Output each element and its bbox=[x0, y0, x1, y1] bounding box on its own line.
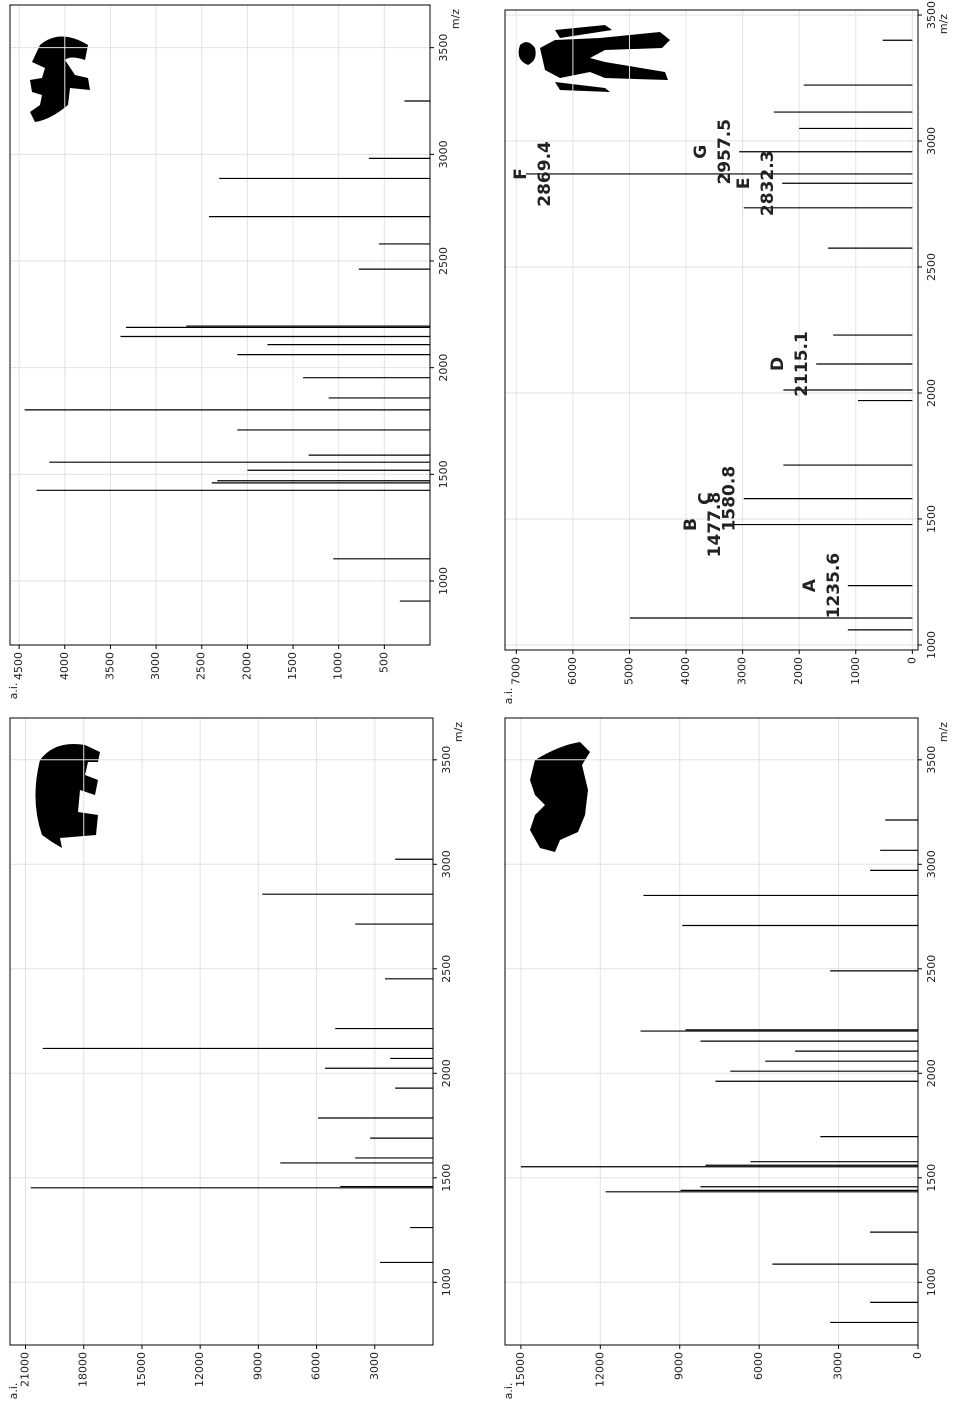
annotation-letter: G bbox=[691, 145, 711, 159]
y-tick-label: 9000 bbox=[251, 1352, 264, 1380]
x-tick-label: 2000 bbox=[925, 379, 938, 407]
annotation-value: 2832.3 bbox=[758, 150, 778, 216]
x-tick-label: 2500 bbox=[437, 247, 450, 275]
annotation-value: 1580.8 bbox=[720, 466, 740, 532]
y-tick-label: 12000 bbox=[193, 1352, 206, 1387]
plot-frame bbox=[9, 717, 434, 1346]
y-tick-label: 9000 bbox=[673, 1352, 686, 1380]
x-tick-label: 1500 bbox=[925, 1164, 938, 1192]
y-axis-label: a.i. bbox=[7, 1383, 20, 1400]
y-axis-label: a.i. bbox=[502, 1383, 515, 1400]
y-tick-label: 5000 bbox=[622, 657, 635, 685]
annotation-letter: D bbox=[768, 357, 788, 371]
y-tick-label: 0 bbox=[911, 1352, 924, 1359]
x-tick-label: 3000 bbox=[437, 140, 450, 168]
annotation-value: 2869.4 bbox=[535, 141, 555, 207]
x-tick-label: 2500 bbox=[925, 955, 938, 983]
y-tick-label: 4000 bbox=[679, 657, 692, 685]
horse-silhouette bbox=[30, 36, 90, 122]
x-tick-label: 1000 bbox=[437, 567, 450, 595]
y-tick-label: 1000 bbox=[332, 652, 345, 680]
annotation-letter: B bbox=[681, 518, 701, 531]
x-tick-label: 3000 bbox=[440, 850, 453, 878]
x-tick-label: 1500 bbox=[437, 460, 450, 488]
x-tick-label: 2500 bbox=[440, 955, 453, 983]
x-axis-label: m/z bbox=[937, 14, 950, 34]
y-tick-label: 2000 bbox=[240, 652, 253, 680]
x-tick-label: 3000 bbox=[925, 127, 938, 155]
annotation-letter: F bbox=[511, 168, 531, 180]
annotation-value: 1477.8 bbox=[705, 492, 725, 558]
y-tick-label: 18000 bbox=[77, 1352, 90, 1387]
y-tick-label: 12000 bbox=[593, 1352, 606, 1387]
x-tick-label: 3500 bbox=[437, 34, 450, 62]
y-tick-label: 4500 bbox=[12, 652, 25, 680]
y-tick-label: 15000 bbox=[514, 1352, 527, 1387]
y-tick-label: 1500 bbox=[286, 652, 299, 680]
bear-silhouette bbox=[530, 742, 590, 852]
annotation-value: 2115.1 bbox=[792, 331, 812, 397]
y-tick-label: 3000 bbox=[736, 657, 749, 685]
y-tick-label: 3000 bbox=[149, 652, 162, 680]
y-tick-label: 2500 bbox=[195, 652, 208, 680]
plot-frame bbox=[504, 9, 919, 651]
x-tick-label: 2000 bbox=[925, 1059, 938, 1087]
y-tick-label: 3000 bbox=[832, 1352, 845, 1380]
y-tick-label: 4000 bbox=[58, 652, 71, 680]
y-tick-label: 3000 bbox=[368, 1352, 381, 1380]
x-tick-label: 2500 bbox=[925, 253, 938, 281]
y-tick-label: 21000 bbox=[19, 1352, 32, 1387]
x-axis-label: m/z bbox=[452, 722, 465, 742]
x-tick-label: 3000 bbox=[925, 850, 938, 878]
panel: 1000 1500 2000 2500 3000 3500 0 1000 2000 3000 400… bbox=[502, 1, 950, 704]
x-axis-label: m/z bbox=[449, 9, 462, 29]
x-tick-label: 1500 bbox=[925, 505, 938, 533]
y-tick-label: 0 bbox=[905, 657, 918, 664]
y-tick-label: 7000 bbox=[509, 657, 522, 685]
annotation-value: 1235.6 bbox=[824, 553, 844, 619]
y-tick-label: 6000 bbox=[310, 1352, 323, 1380]
panel: 1000 1500 2000 2500 3000 3500 500 1000 1500 2000 2… bbox=[7, 4, 462, 700]
y-tick-label: 6000 bbox=[566, 657, 579, 685]
x-tick-label: 1000 bbox=[925, 631, 938, 659]
y-axis-label: a.i. bbox=[502, 688, 515, 705]
x-tick-label: 1000 bbox=[925, 1268, 938, 1296]
x-tick-label: 3500 bbox=[440, 746, 453, 774]
x-tick-label: 3500 bbox=[925, 1, 938, 29]
annotation-value: 2957.5 bbox=[715, 119, 735, 185]
annotation-letter: C bbox=[696, 492, 716, 504]
y-tick-label: 1000 bbox=[849, 657, 862, 685]
x-axis-label: m/z bbox=[937, 722, 950, 742]
x-tick-label: 1500 bbox=[440, 1164, 453, 1192]
x-tick-label: 2000 bbox=[437, 354, 450, 382]
y-tick-label: 2000 bbox=[792, 657, 805, 685]
y-axis-label: a.i. bbox=[7, 683, 20, 700]
x-tick-label: 3500 bbox=[925, 746, 938, 774]
panel: 1000 1500 2000 2500 3000 3500 3000 6000 9000 1200… bbox=[7, 717, 465, 1400]
y-tick-label: 6000 bbox=[752, 1352, 765, 1380]
y-tick-label: 15000 bbox=[135, 1352, 148, 1387]
y-tick-label: 500 bbox=[377, 652, 390, 673]
annotation-letter: A bbox=[800, 578, 820, 592]
y-tick-label: 3500 bbox=[103, 652, 116, 680]
panel: 1000 1500 2000 2500 3000 3500 0 3000 6000 9000 120… bbox=[502, 717, 950, 1400]
human-silhouette bbox=[518, 25, 670, 92]
x-tick-label: 2000 bbox=[440, 1059, 453, 1087]
annotation-letter: E bbox=[734, 177, 754, 189]
plot-frame bbox=[9, 4, 431, 646]
x-tick-label: 1000 bbox=[440, 1268, 453, 1296]
